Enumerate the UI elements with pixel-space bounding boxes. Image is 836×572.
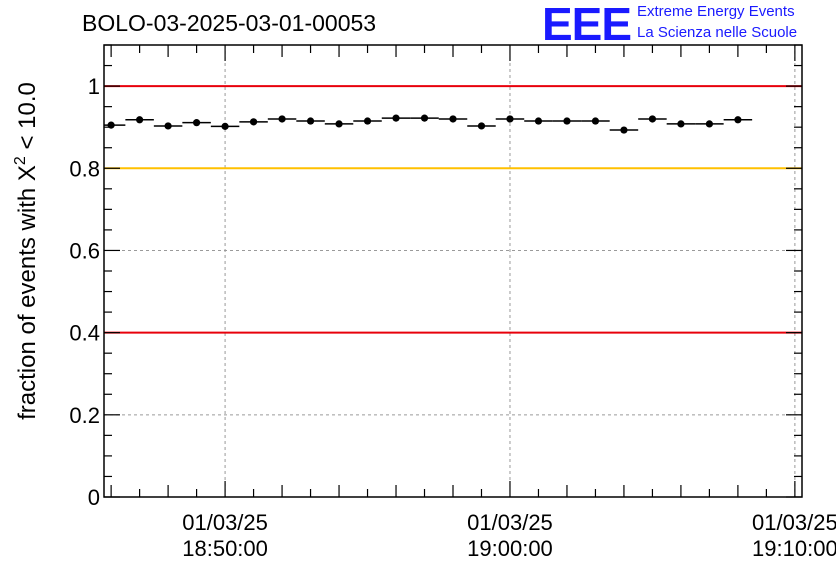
y-tick-label: 0.2 <box>69 403 100 428</box>
grid <box>104 45 802 497</box>
logo-line-1: Extreme Energy Events <box>637 3 795 20</box>
data-point <box>420 114 429 122</box>
y-tick-label: 0.8 <box>69 156 100 181</box>
data-point <box>534 117 543 125</box>
logo-line-2: La Scienza nelle Scuole <box>637 24 798 41</box>
data-point <box>221 122 229 130</box>
y-tick-label: 1 <box>88 74 100 99</box>
data-point <box>506 115 514 123</box>
y-axis-label: fraction of events with X2 < 10.0 <box>12 82 41 420</box>
data-point <box>192 119 201 127</box>
data-point <box>591 117 600 125</box>
data-point <box>734 116 742 124</box>
data-point <box>136 116 144 124</box>
data-point <box>620 126 628 134</box>
x-tick-label-date: 01/03/25 <box>752 510 836 535</box>
data-point <box>107 121 115 129</box>
x-tick-label-time: 18:50:00 <box>182 536 268 561</box>
y-tick-label: 0.6 <box>69 238 100 263</box>
data-point <box>164 122 172 130</box>
axes <box>103 44 803 498</box>
data-points <box>104 114 753 134</box>
plot-frame <box>103 44 803 498</box>
data-point <box>449 115 457 123</box>
data-point <box>477 122 486 130</box>
data-point <box>677 120 685 128</box>
y-tick-label: 0 <box>88 485 100 510</box>
axis-labels: 00.20.40.60.8101/03/2518:50:0001/03/2519… <box>12 74 836 561</box>
x-tick-label-date: 01/03/25 <box>467 510 553 535</box>
data-point <box>278 115 286 123</box>
data-point <box>335 120 343 128</box>
logo-mark: EEE <box>542 0 632 50</box>
reference-lines <box>104 85 802 334</box>
data-point <box>648 115 657 123</box>
x-tick-label-date: 01/03/25 <box>182 510 268 535</box>
data-point <box>249 118 258 126</box>
x-tick-label-time: 19:10:00 <box>752 536 836 561</box>
data-point <box>363 117 372 125</box>
data-point <box>392 114 400 122</box>
data-point <box>563 117 571 125</box>
x-tick-label-time: 19:00:00 <box>467 536 553 561</box>
y-tick-label: 0.4 <box>69 321 100 346</box>
data-point <box>306 117 315 125</box>
chart-title: BOLO-03-2025-03-01-00053 <box>82 10 377 36</box>
data-point <box>705 120 714 128</box>
